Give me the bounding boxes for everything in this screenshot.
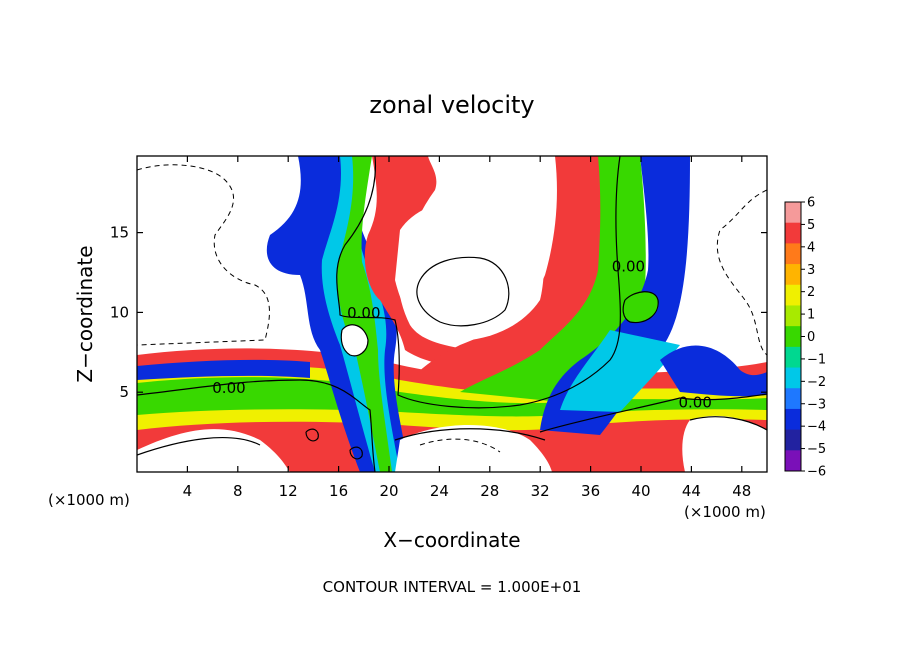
colorbar-label: −1 — [807, 352, 826, 367]
x-axis-unit-left: (×1000 m) — [48, 491, 130, 509]
colorbar: 6 5 4 3 2 1 0 −1 −2 −3 −4 −5 −6 — [784, 196, 826, 480]
colorbar-swatch — [785, 450, 801, 472]
field-right-plume-green — [460, 156, 646, 402]
colorbar-label: 5 — [807, 218, 815, 233]
contour-center-white — [416, 256, 510, 327]
colorbar-swatch — [785, 222, 801, 244]
field-right-plume-blue — [540, 156, 690, 435]
x-tick-label: 36 — [581, 482, 600, 500]
y-tick-label: 10 — [110, 303, 129, 321]
plot-area — [137, 156, 767, 472]
contour-zero-left — [137, 379, 376, 472]
contour-bottom-left — [137, 436, 261, 456]
colorbar-swatch — [785, 264, 801, 286]
colorbar-swatch — [785, 388, 801, 410]
colorbar-swatch — [785, 326, 801, 348]
x-tick-label: 32 — [531, 482, 550, 500]
x-tick-label: 28 — [480, 482, 499, 500]
field-bottom-left-white — [137, 429, 290, 472]
colorbar-label: 3 — [807, 263, 815, 278]
colorbar-label: −4 — [807, 420, 826, 435]
x-tick-label: 48 — [732, 482, 751, 500]
x-axis-label: X−coordinate — [383, 528, 520, 552]
field-bottom-right-white — [682, 415, 767, 472]
field-bottom-center-white — [395, 425, 552, 472]
y-axis: 5 10 15 — [110, 224, 767, 401]
contour-right-green-hole — [622, 291, 659, 324]
colorbar-swatch — [785, 346, 801, 369]
x-tick-label: 16 — [329, 482, 348, 500]
contour-bottom-center — [394, 428, 546, 441]
colorbar-label: 2 — [807, 285, 815, 300]
y-tick-label: 15 — [110, 224, 129, 242]
colorbar-label: 4 — [807, 240, 815, 255]
contour-bottom-right — [689, 416, 767, 431]
colorbar-label: −2 — [807, 375, 826, 390]
x-tick-label: 8 — [233, 482, 243, 500]
field-left-white-hole — [341, 324, 368, 356]
colorbar-swatch — [785, 408, 801, 431]
contour-label-layer: 0.00 0.00 0.00 0.00 — [212, 258, 712, 412]
x-axis: 4 8 12 16 20 24 28 32 36 40 44 48 — [183, 156, 751, 500]
dashed-contour-upper-left — [137, 164, 270, 346]
chart-title: zonal velocity — [369, 91, 534, 119]
x-tick-label: 40 — [631, 482, 650, 500]
contour-label: 0.00 — [612, 258, 645, 276]
x-tick-label: 24 — [430, 482, 449, 500]
colorbar-label: −5 — [807, 442, 826, 457]
colorbar-label: −6 — [807, 465, 826, 480]
dashed-contours — [137, 164, 767, 453]
x-tick-label: 20 — [379, 482, 398, 500]
colorbar-swatch — [785, 243, 801, 265]
colorbar-label: 6 — [807, 196, 815, 211]
field-left-jet-blue — [137, 359, 310, 380]
x-axis-unit-right: (×1000 m) — [684, 503, 766, 521]
contour-label: 0.00 — [347, 304, 380, 322]
x-tick-label: 44 — [682, 482, 701, 500]
y-axis-label: Z−coordinate — [73, 245, 97, 382]
colorbar-label: −3 — [807, 397, 826, 412]
contour-label: 0.00 — [678, 393, 711, 411]
x-tick-label: 4 — [183, 482, 193, 500]
colorbar-swatch — [785, 305, 801, 327]
contour-zero-lower-right — [539, 393, 767, 433]
colorbar-swatch — [785, 429, 801, 451]
field-left-plume-red — [364, 156, 470, 370]
contour-small-loop-1 — [305, 428, 319, 442]
field-left-plume-green — [337, 156, 392, 472]
y-tick-label: 5 — [119, 383, 129, 401]
contour-left-hole — [340, 324, 369, 357]
colorbar-label: 0 — [807, 330, 815, 345]
contour-label: 0.00 — [212, 379, 245, 397]
plot-frame — [136, 155, 768, 473]
footer-contour-interval: CONTOUR INTERVAL = 1.000E+01 — [323, 578, 582, 596]
dashed-contour-right — [716, 189, 767, 356]
contour-small-loop-2 — [349, 446, 363, 460]
colorbar-swatch — [785, 367, 801, 389]
field-right-plume-cyan — [560, 330, 680, 412]
contour-lines — [137, 156, 767, 472]
colorbar-label: 1 — [807, 308, 815, 323]
dashed-contour-bottom — [419, 438, 501, 453]
field-right-arm-blue — [660, 345, 767, 397]
x-tick-label: 12 — [279, 482, 298, 500]
colorbar-swatch — [785, 284, 801, 306]
colorbar-swatch — [785, 202, 801, 224]
contour-zero-plume — [336, 156, 621, 409]
field-right-green-hole — [623, 291, 659, 323]
